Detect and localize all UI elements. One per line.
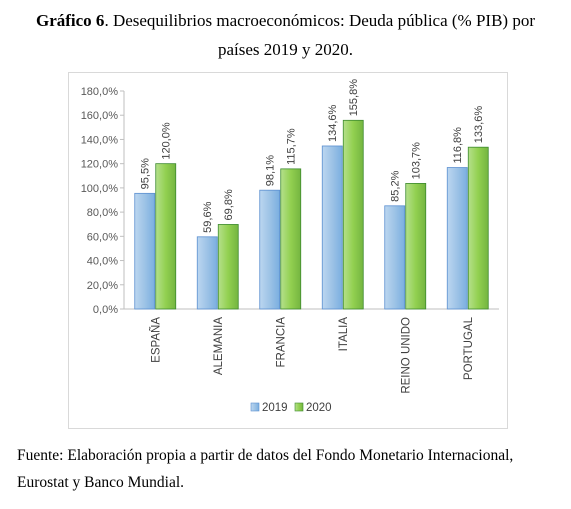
data-label-2019-3: 134,6% — [327, 104, 339, 142]
y-tick-label: 60,0% — [87, 231, 118, 243]
y-tick-label: 80,0% — [87, 207, 118, 219]
bar-2020-1 — [217, 224, 239, 310]
source-line-1: Fuente: Elaboración propia a partir de d… — [17, 447, 514, 464]
bar-2020-3 — [342, 119, 364, 310]
bar-chart: 0,0% 20,0% 40,0% 60,0% 80,0% 100,0% 120,0% 140,… — [81, 79, 499, 414]
source-line-2: Eurostat y Banco Mundial. — [17, 474, 185, 491]
data-label-2019-5: 116,8% — [452, 127, 464, 164]
y-tick-label: 140,0% — [81, 134, 119, 146]
legend-swatch-2020 — [294, 402, 304, 412]
bar-2020-4 — [405, 183, 427, 310]
y-tick-label: 100,0% — [81, 183, 119, 195]
source-note: Fuente: Elaboración propia a partir de d… — [17, 442, 567, 496]
bar-2019-0 — [134, 192, 156, 310]
bar-2020-2 — [280, 168, 302, 310]
data-label-2019-2: 98,1% — [265, 155, 277, 186]
bar-2019-4 — [384, 205, 406, 310]
bar-2019-2 — [259, 189, 281, 310]
y-tick-label: 180,0% — [81, 86, 119, 98]
data-label-2019-0: 95,5% — [140, 158, 152, 189]
x-tick-label-1: ALEMANIA — [213, 317, 225, 375]
y-tick-label: 120,0% — [81, 159, 119, 171]
legend-label-2020: 2020 — [306, 402, 332, 414]
data-label-2020-4: 103,7% — [411, 142, 423, 180]
bar-2019-3 — [321, 145, 343, 310]
bar-2019-5 — [446, 167, 468, 310]
y-tick-label: 160,0% — [81, 110, 119, 122]
chart-title-text: . Desequilibrios macroeconómicos: Deuda … — [104, 11, 535, 30]
data-label-2019-1: 59,6% — [202, 201, 214, 232]
bar-2020-0 — [155, 163, 177, 310]
data-label-2020-2: 115,7% — [286, 128, 298, 165]
legend-swatch-2019 — [250, 402, 260, 412]
x-tick-label-4: REINO UNIDO — [400, 317, 412, 394]
legend-label-2019: 2019 — [262, 402, 288, 414]
x-tick-label-0: ESPAÑA — [149, 317, 162, 363]
y-tick-label: 0,0% — [93, 304, 118, 316]
bar-2019-1 — [196, 236, 218, 310]
y-tick-label: 20,0% — [87, 280, 118, 292]
x-tick-label-5: PORTUGAL — [463, 316, 475, 380]
data-label-2020-5: 133,6% — [473, 106, 485, 144]
x-tick-label-2: FRANCIA — [275, 317, 287, 368]
bar-2020-5 — [467, 146, 489, 310]
data-label-2019-4: 85,2% — [390, 170, 402, 201]
chart-frame: 0,0% 20,0% 40,0% 60,0% 80,0% 100,0% 120,0% 140,… — [68, 72, 508, 429]
data-label-2020-1: 69,8% — [223, 189, 235, 220]
chart-title: Gráfico 6. Desequilibrios macroeconómico… — [0, 6, 571, 64]
data-label-2020-3: 155,8% — [348, 79, 360, 117]
data-label-2020-0: 120,0% — [161, 122, 173, 160]
chart-title-line2: países 2019 y 2020. — [217, 40, 354, 59]
x-tick-label-3: ITALIA — [338, 317, 350, 352]
chart-title-label: Gráfico 6 — [35, 11, 105, 30]
y-tick-label: 40,0% — [87, 256, 118, 268]
